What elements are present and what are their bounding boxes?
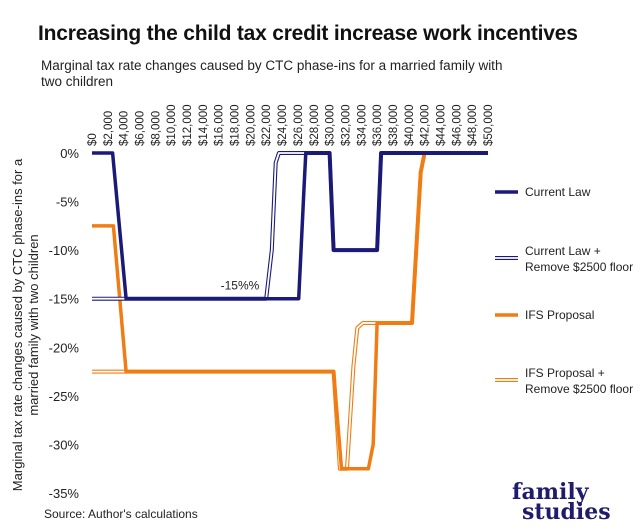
series-line-outline-inner <box>92 152 488 470</box>
x-tick-label: $26,000 <box>293 104 305 146</box>
series-line-outline <box>92 151 488 471</box>
x-tick-label: $2,000 <box>103 111 115 146</box>
x-tick-label: $36,000 <box>372 104 384 146</box>
legend-label: IFS Proposal + Remove $2500 floor <box>525 366 633 396</box>
y-tick-label: -10% <box>49 243 80 258</box>
y-tick-label: -25% <box>49 389 80 404</box>
x-tick-label: $16,000 <box>214 104 226 146</box>
y-tick-label: -30% <box>49 437 80 452</box>
legend-label: Current Law + Remove $2500 floor <box>525 244 633 274</box>
y-tick-label: -15% <box>49 292 80 307</box>
x-tick-label: $50,000 <box>483 104 495 146</box>
x-tick-label: $40,000 <box>404 104 416 146</box>
series-line-outline-inner <box>92 152 488 300</box>
x-tick-label: $44,000 <box>435 104 447 146</box>
series-lines <box>92 151 488 471</box>
y-tick-label: -20% <box>49 340 80 355</box>
y-tick-label: 0% <box>60 146 79 161</box>
x-tick-label: $24,000 <box>277 104 289 146</box>
y-axis-ticks: 0% -5% -10% -15% -20% -25% -30% -35% <box>49 146 80 501</box>
series-line <box>92 151 488 301</box>
brand-logo: family studies <box>512 479 611 525</box>
x-tick-label: $6,000 <box>135 111 147 146</box>
x-tick-label: $14,000 <box>198 104 210 146</box>
x-tick-label: $4,000 <box>119 111 131 146</box>
chart-title: Increasing the child tax credit increase… <box>38 22 578 45</box>
legend: Current Law Current Law + Remove $2500 flo… <box>495 185 633 396</box>
x-tick-label: $46,000 <box>451 104 463 146</box>
legend-label: IFS Proposal <box>525 308 594 322</box>
x-tick-label: $32,000 <box>340 104 352 146</box>
x-tick-label: $8,000 <box>150 111 162 146</box>
x-tick-label: $20,000 <box>245 104 257 146</box>
logo-line-1: family <box>512 479 589 505</box>
x-tick-label: $18,000 <box>230 104 242 146</box>
x-tick-label: $10,000 <box>166 104 178 146</box>
x-tick-label: $38,000 <box>388 104 400 146</box>
x-tick-label: $30,000 <box>325 104 337 146</box>
x-tick-label: $42,000 <box>420 104 432 146</box>
x-tick-label: $48,000 <box>467 104 479 146</box>
x-tick-label: $12,000 <box>182 104 194 146</box>
legend-label: Current Law <box>525 185 591 199</box>
x-tick-label: $28,000 <box>309 104 321 146</box>
x-tick-label: $0 <box>87 133 99 146</box>
data-annotation: -15%% <box>221 279 260 293</box>
chart-subtitle: Marginal tax rate changes caused by CTC … <box>41 58 503 89</box>
x-tick-label: $34,000 <box>356 104 368 146</box>
y-tick-label: -35% <box>49 486 80 501</box>
source-note: Source: Author's calculations <box>44 507 198 521</box>
y-tick-label: -5% <box>56 195 80 210</box>
x-axis-ticks: $0 $2,000 $4,000 $6,000 $8,000 $10,000 $12,000… <box>87 104 495 146</box>
series-line <box>92 151 488 471</box>
series-line-outline <box>92 151 488 301</box>
y-axis-label: Marginal tax rate changes caused by CTC … <box>10 158 41 491</box>
logo-line-2: studies <box>522 499 611 525</box>
x-tick-label: $22,000 <box>261 104 273 146</box>
